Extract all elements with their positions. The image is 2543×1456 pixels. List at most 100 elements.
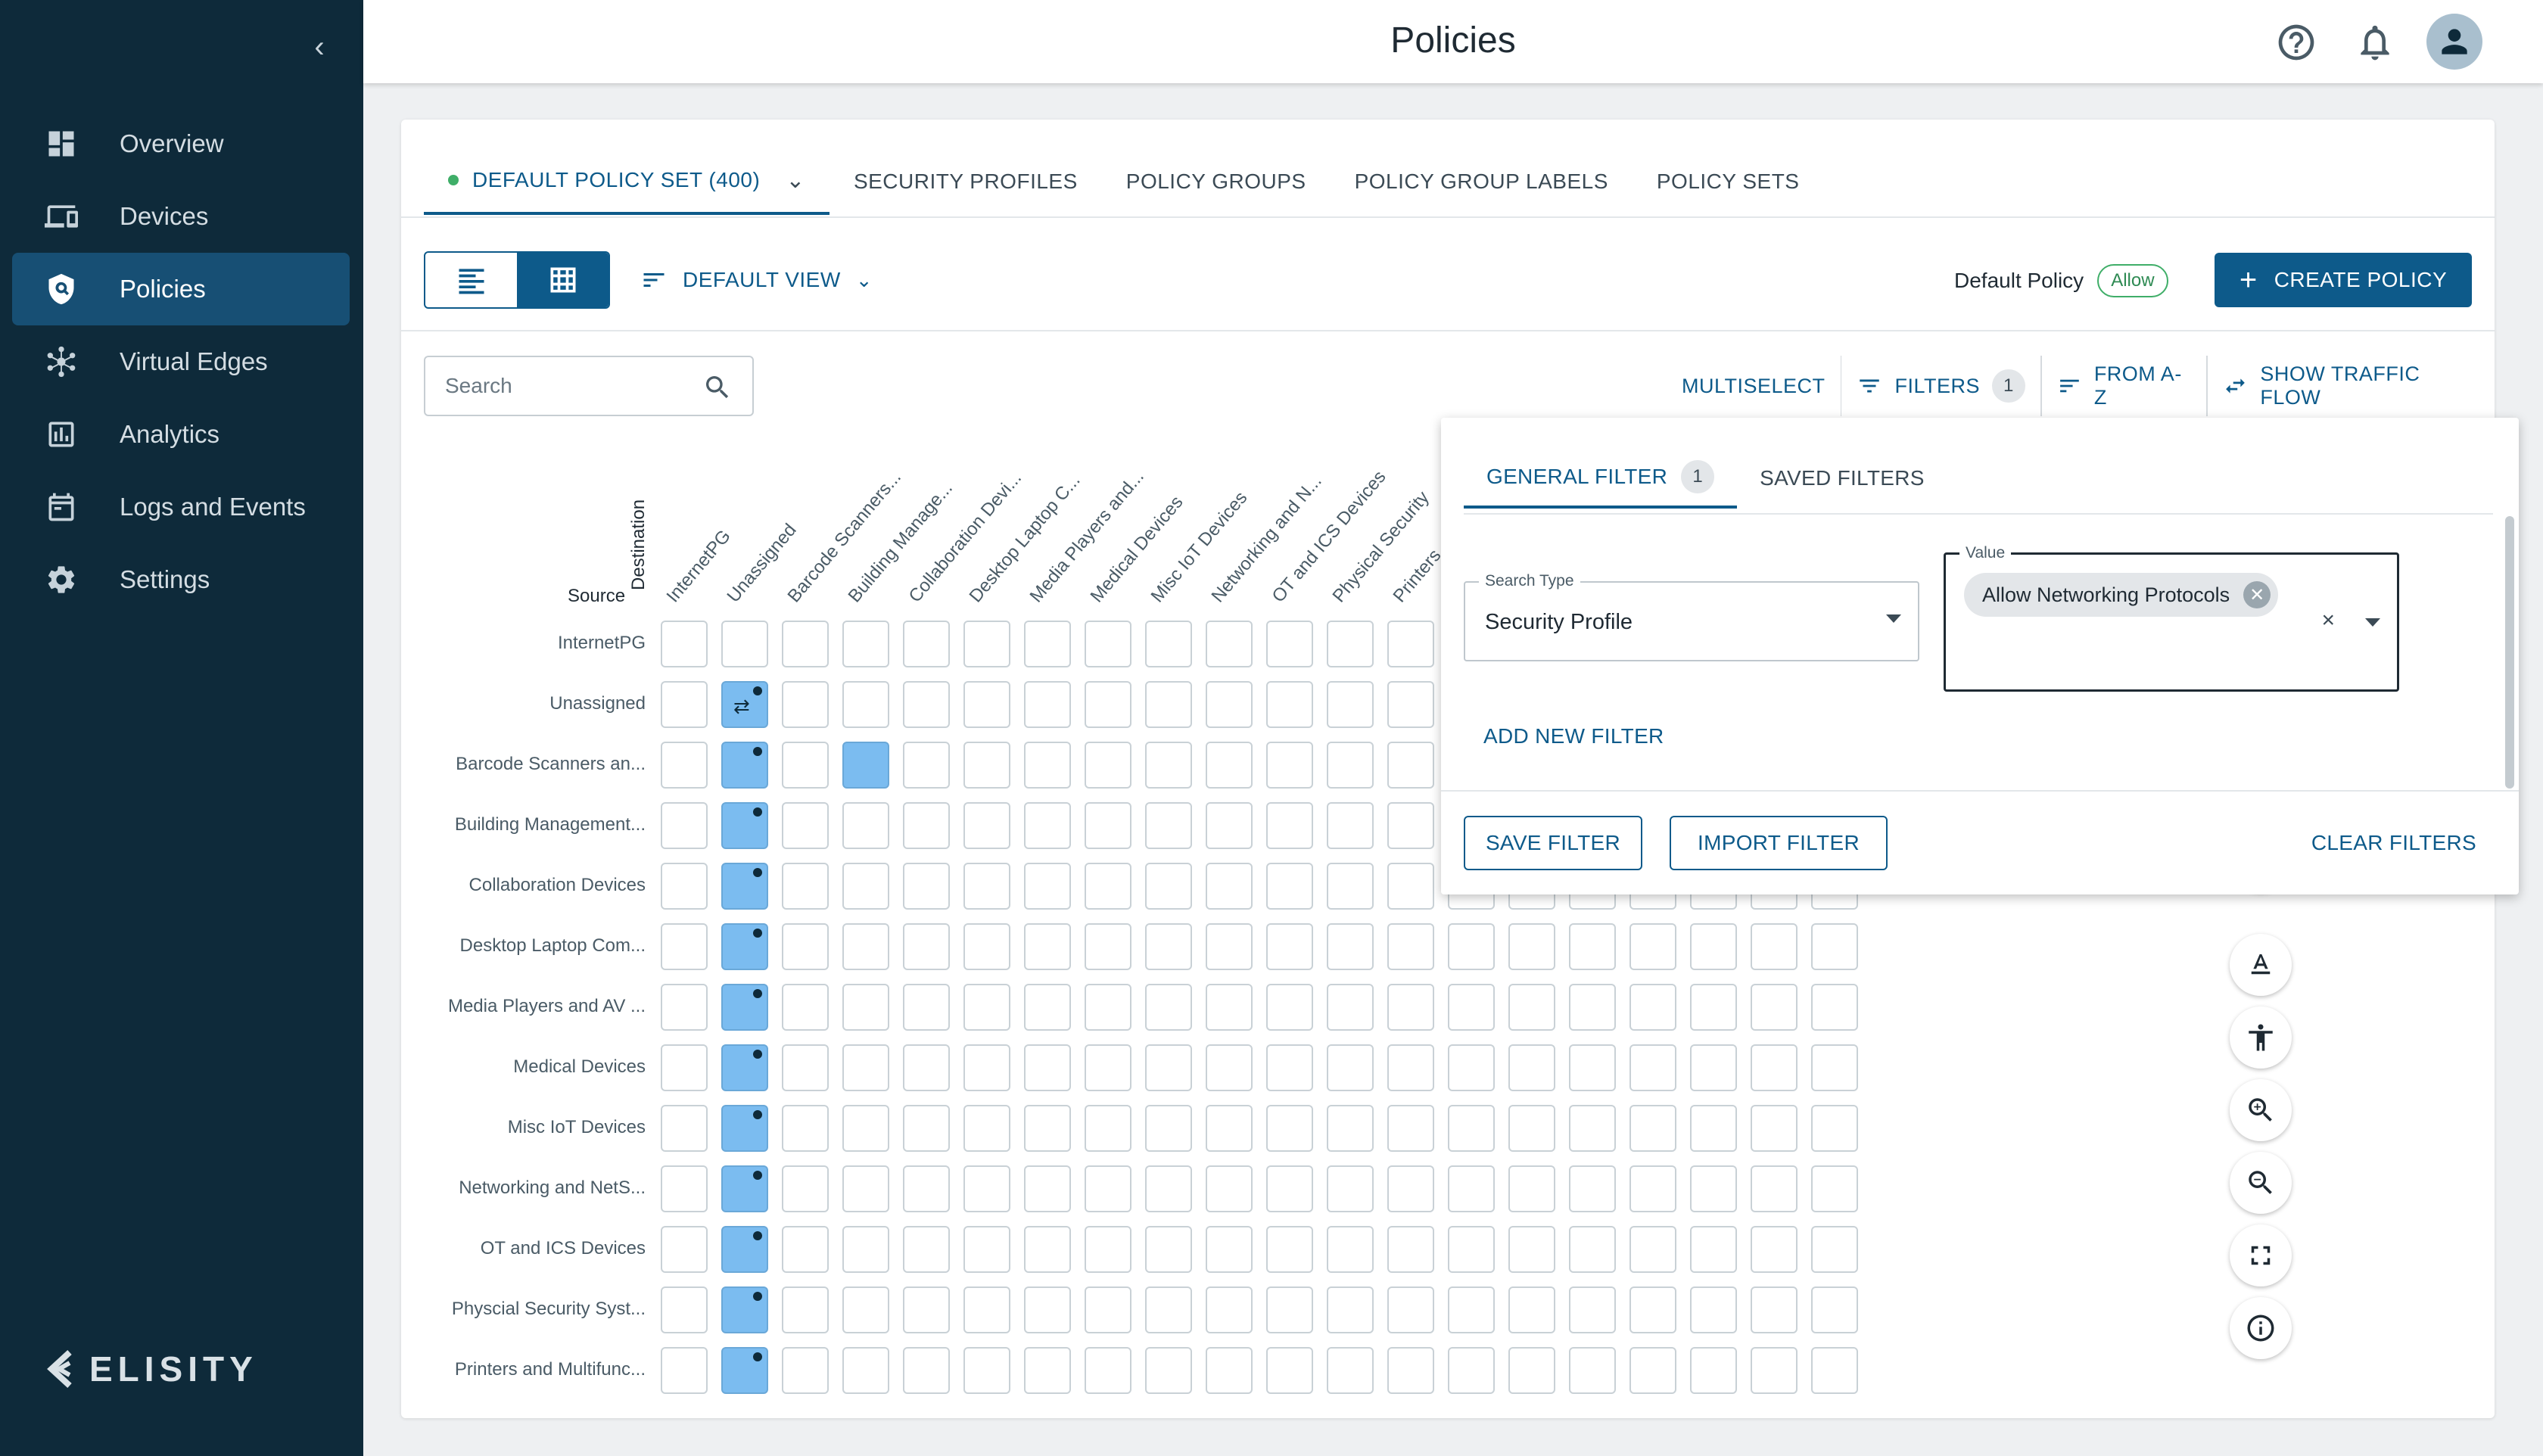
policy-cell[interactable]	[1327, 923, 1374, 970]
policy-cell[interactable]	[782, 1044, 829, 1091]
policy-cell[interactable]	[903, 1165, 950, 1212]
policy-cell[interactable]	[1690, 1226, 1737, 1273]
policy-cell[interactable]	[1206, 1165, 1253, 1212]
tab-security-profiles[interactable]: SECURITY PROFILES	[830, 148, 1102, 215]
policy-cell[interactable]	[1387, 802, 1434, 849]
policy-cell[interactable]	[1751, 923, 1798, 970]
policy-cell[interactable]	[1569, 1105, 1616, 1152]
policy-cell[interactable]	[1024, 1044, 1071, 1091]
policy-cell[interactable]	[903, 1347, 950, 1394]
policy-cell[interactable]	[1690, 1044, 1737, 1091]
search-input[interactable]	[445, 374, 687, 398]
policy-cell[interactable]	[842, 742, 889, 789]
policy-cell[interactable]	[903, 923, 950, 970]
policy-cell[interactable]	[903, 1044, 950, 1091]
policy-cell[interactable]	[1387, 1105, 1434, 1152]
policy-cell[interactable]	[661, 984, 708, 1031]
tab-saved-filters[interactable]: SAVED FILTERS	[1737, 448, 1947, 509]
policy-cell[interactable]	[1751, 1044, 1798, 1091]
policy-cell[interactable]	[1085, 984, 1131, 1031]
policy-cell[interactable]	[1629, 923, 1676, 970]
policy-cell[interactable]	[1448, 1226, 1495, 1273]
policy-cell[interactable]	[1387, 863, 1434, 910]
grid-view-button[interactable]	[517, 253, 609, 307]
policy-cell[interactable]	[661, 923, 708, 970]
sidebar-item-logs-and-events[interactable]: Logs and Events	[12, 471, 350, 543]
policy-cell[interactable]	[1751, 984, 1798, 1031]
policy-cell[interactable]	[963, 621, 1010, 667]
policy-cell[interactable]	[1206, 802, 1253, 849]
policy-cell[interactable]	[1206, 1286, 1253, 1333]
policy-cell[interactable]	[1145, 923, 1192, 970]
policy-cell[interactable]	[1448, 984, 1495, 1031]
help-icon[interactable]	[2275, 21, 2317, 64]
policy-cell[interactable]	[1629, 1044, 1676, 1091]
policy-cell[interactable]	[782, 1226, 829, 1273]
policy-cell[interactable]	[1206, 1226, 1253, 1273]
policy-cell[interactable]	[842, 802, 889, 849]
policy-cell[interactable]	[1266, 1105, 1313, 1152]
policy-cell[interactable]	[661, 621, 708, 667]
policy-cell[interactable]	[1508, 1105, 1555, 1152]
policy-cell[interactable]	[1327, 802, 1374, 849]
policy-cell[interactable]	[661, 802, 708, 849]
policy-cell[interactable]	[842, 923, 889, 970]
policy-cell[interactable]	[1206, 863, 1253, 910]
policy-cell[interactable]	[1145, 1226, 1192, 1273]
policy-cell[interactable]	[963, 742, 1010, 789]
policy-cell[interactable]	[1085, 621, 1131, 667]
sort-button[interactable]: FROM A-Z	[2042, 356, 2207, 416]
policy-cell[interactable]	[721, 742, 768, 789]
policy-cell[interactable]	[1145, 1044, 1192, 1091]
policy-cell[interactable]	[1085, 1347, 1131, 1394]
policy-cell[interactable]	[661, 1226, 708, 1273]
policy-cell[interactable]	[1266, 621, 1313, 667]
policy-cell[interactable]	[842, 863, 889, 910]
policy-cell[interactable]	[1508, 923, 1555, 970]
policy-cell[interactable]	[963, 1044, 1010, 1091]
search-type-select[interactable]: Search Type Security Profile	[1464, 572, 1919, 661]
policy-cell[interactable]	[1024, 621, 1071, 667]
policy-cell[interactable]	[1145, 681, 1192, 728]
policy-cell[interactable]	[842, 681, 889, 728]
policy-cell[interactable]	[1024, 863, 1071, 910]
policy-cell[interactable]	[1569, 1044, 1616, 1091]
policy-cell[interactable]	[782, 984, 829, 1031]
policy-cell[interactable]	[842, 621, 889, 667]
filters-button[interactable]: FILTERS 1	[1841, 356, 2040, 416]
policy-cell[interactable]	[1690, 1105, 1737, 1152]
policy-cell[interactable]	[1569, 923, 1616, 970]
policy-cell[interactable]	[661, 863, 708, 910]
policy-cell[interactable]	[1024, 1105, 1071, 1152]
add-new-filter-button[interactable]: ADD NEW FILTER	[1483, 724, 1664, 748]
policy-cell[interactable]	[1811, 1347, 1858, 1394]
policy-cell[interactable]	[1327, 1347, 1374, 1394]
policy-cell[interactable]	[1266, 742, 1313, 789]
sidebar-item-settings[interactable]: Settings	[12, 543, 350, 616]
policy-cell[interactable]	[782, 1105, 829, 1152]
policy-cell[interactable]	[1266, 1347, 1313, 1394]
policy-cell[interactable]	[1629, 984, 1676, 1031]
policy-cell[interactable]	[1024, 742, 1071, 789]
policy-cell[interactable]	[1206, 1044, 1253, 1091]
collapse-sidebar-button[interactable]: ‹	[314, 30, 325, 64]
policy-cell[interactable]	[782, 863, 829, 910]
policy-cell[interactable]	[1206, 621, 1253, 667]
value-select[interactable]: Value Allow Networking Protocols ✕ ×	[1944, 544, 2399, 692]
multiselect-button[interactable]: MULTISELECT	[1667, 356, 1841, 416]
policy-cell[interactable]	[842, 1105, 889, 1152]
policy-cell[interactable]	[1024, 1165, 1071, 1212]
policy-cell[interactable]	[1206, 1347, 1253, 1394]
clear-filters-button[interactable]: CLEAR FILTERS	[2311, 831, 2476, 854]
policy-cell[interactable]	[1508, 1286, 1555, 1333]
policy-cell[interactable]	[963, 802, 1010, 849]
tab-policy-group-labels[interactable]: POLICY GROUP LABELS	[1331, 148, 1633, 215]
policy-cell[interactable]	[1206, 1105, 1253, 1152]
policy-cell[interactable]	[1145, 1347, 1192, 1394]
policy-cell[interactable]	[1145, 863, 1192, 910]
policy-cell[interactable]	[1629, 1165, 1676, 1212]
policy-cell[interactable]	[1085, 1105, 1131, 1152]
policy-cell[interactable]	[1085, 681, 1131, 728]
policy-cell[interactable]	[1629, 1347, 1676, 1394]
policy-cell[interactable]	[1266, 863, 1313, 910]
